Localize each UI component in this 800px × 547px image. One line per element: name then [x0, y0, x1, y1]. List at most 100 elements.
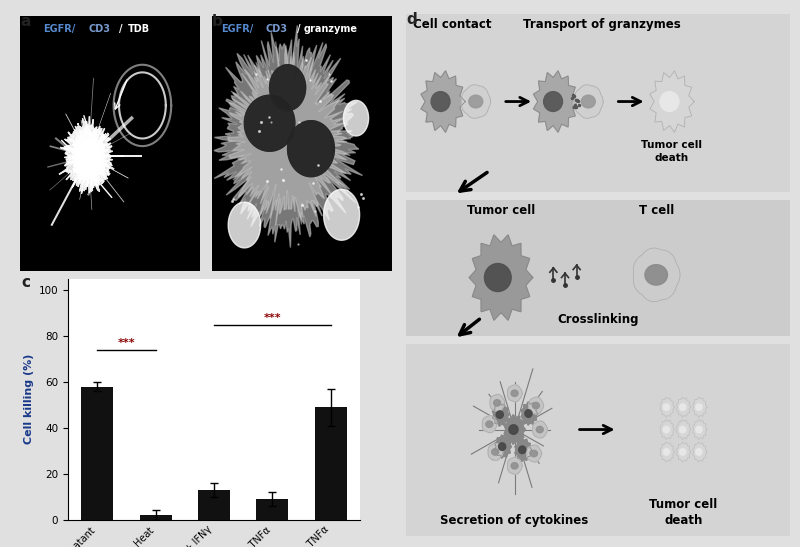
Polygon shape: [527, 445, 542, 462]
Polygon shape: [533, 421, 547, 438]
Ellipse shape: [536, 426, 543, 433]
Ellipse shape: [511, 463, 518, 469]
Text: Transport of granzymes: Transport of granzymes: [523, 18, 681, 31]
Polygon shape: [494, 435, 511, 458]
Ellipse shape: [498, 443, 506, 450]
Ellipse shape: [494, 400, 501, 406]
Polygon shape: [534, 71, 578, 132]
Ellipse shape: [525, 410, 532, 417]
Text: Tumor cell
death: Tumor cell death: [650, 498, 718, 527]
Bar: [256, 499, 288, 520]
Ellipse shape: [431, 92, 450, 112]
Polygon shape: [529, 397, 543, 414]
Polygon shape: [482, 416, 497, 433]
FancyBboxPatch shape: [406, 344, 790, 536]
Ellipse shape: [663, 404, 670, 410]
Polygon shape: [660, 420, 674, 440]
Polygon shape: [462, 85, 490, 118]
Ellipse shape: [469, 95, 482, 108]
Text: ***: ***: [263, 312, 281, 323]
Text: d: d: [406, 12, 417, 27]
Polygon shape: [676, 442, 690, 462]
Polygon shape: [288, 121, 334, 177]
Ellipse shape: [663, 449, 670, 455]
Ellipse shape: [679, 426, 686, 433]
Polygon shape: [469, 235, 533, 320]
Text: CD3: CD3: [266, 24, 288, 34]
Y-axis label: Cell killing (%): Cell killing (%): [25, 354, 34, 445]
Ellipse shape: [533, 403, 539, 409]
Polygon shape: [488, 444, 502, 461]
Text: /: /: [297, 24, 300, 34]
Ellipse shape: [496, 411, 503, 418]
Ellipse shape: [645, 265, 667, 285]
Ellipse shape: [485, 264, 511, 292]
Polygon shape: [660, 397, 674, 417]
Text: Crosslinking: Crosslinking: [558, 312, 638, 325]
Polygon shape: [228, 202, 261, 248]
Bar: [198, 490, 230, 520]
FancyBboxPatch shape: [406, 14, 790, 192]
Polygon shape: [65, 126, 109, 187]
Polygon shape: [676, 420, 690, 440]
Polygon shape: [634, 248, 680, 302]
Polygon shape: [521, 402, 538, 425]
Polygon shape: [650, 71, 694, 132]
Text: Tumor cell
death: Tumor cell death: [642, 141, 702, 163]
Text: b: b: [212, 14, 223, 28]
Ellipse shape: [660, 92, 679, 112]
Text: CD3: CD3: [89, 24, 110, 34]
Polygon shape: [507, 457, 522, 474]
Polygon shape: [245, 95, 294, 151]
Polygon shape: [245, 95, 294, 151]
Ellipse shape: [663, 426, 670, 433]
Ellipse shape: [679, 449, 686, 455]
Polygon shape: [288, 121, 334, 177]
Text: granzyme: granzyme: [304, 24, 358, 34]
Polygon shape: [660, 442, 674, 462]
Polygon shape: [343, 100, 369, 136]
Ellipse shape: [696, 426, 702, 433]
Text: T cell: T cell: [638, 205, 674, 218]
Polygon shape: [504, 415, 526, 444]
Text: Tumor cell: Tumor cell: [467, 205, 535, 218]
Polygon shape: [59, 117, 114, 194]
Ellipse shape: [486, 421, 493, 427]
Ellipse shape: [582, 95, 595, 108]
Ellipse shape: [530, 450, 538, 457]
Text: a: a: [20, 14, 30, 28]
Ellipse shape: [696, 449, 702, 455]
FancyBboxPatch shape: [406, 200, 790, 336]
Polygon shape: [693, 420, 707, 440]
Bar: [314, 408, 346, 520]
Polygon shape: [507, 385, 522, 402]
Polygon shape: [676, 397, 690, 417]
Ellipse shape: [492, 449, 498, 455]
Text: ***: ***: [118, 337, 135, 348]
Polygon shape: [490, 394, 505, 411]
Text: c: c: [22, 275, 30, 290]
Polygon shape: [270, 65, 306, 110]
Text: EGFR/: EGFR/: [43, 24, 76, 34]
Polygon shape: [574, 85, 603, 118]
Bar: [140, 515, 172, 520]
Bar: [82, 387, 114, 520]
Polygon shape: [421, 71, 466, 132]
Polygon shape: [227, 42, 350, 225]
Text: Cell contact: Cell contact: [414, 18, 492, 31]
Polygon shape: [74, 135, 106, 180]
Polygon shape: [693, 397, 707, 417]
Ellipse shape: [696, 404, 702, 410]
Polygon shape: [515, 438, 532, 462]
Ellipse shape: [544, 92, 562, 112]
Polygon shape: [214, 26, 362, 248]
Polygon shape: [693, 442, 707, 462]
Ellipse shape: [511, 390, 518, 397]
Ellipse shape: [509, 425, 518, 434]
Ellipse shape: [679, 404, 686, 410]
Polygon shape: [493, 403, 509, 426]
Polygon shape: [324, 189, 360, 240]
Text: TDB: TDB: [128, 24, 150, 34]
Ellipse shape: [518, 446, 526, 453]
Text: /: /: [119, 24, 122, 34]
